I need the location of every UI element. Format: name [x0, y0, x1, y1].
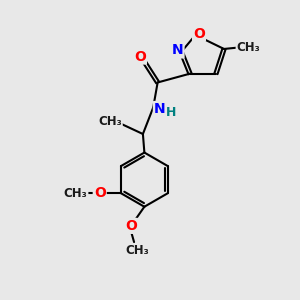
Text: O: O	[193, 27, 205, 40]
Text: CH₃: CH₃	[64, 187, 88, 200]
Text: N: N	[154, 102, 166, 116]
Text: O: O	[125, 219, 137, 233]
Text: CH₃: CH₃	[125, 244, 149, 257]
Text: O: O	[134, 50, 146, 64]
Text: CH₃: CH₃	[98, 115, 122, 128]
Text: N: N	[172, 44, 184, 58]
Text: CH₃: CH₃	[237, 41, 260, 54]
Text: O: O	[94, 186, 106, 200]
Text: H: H	[166, 106, 177, 119]
